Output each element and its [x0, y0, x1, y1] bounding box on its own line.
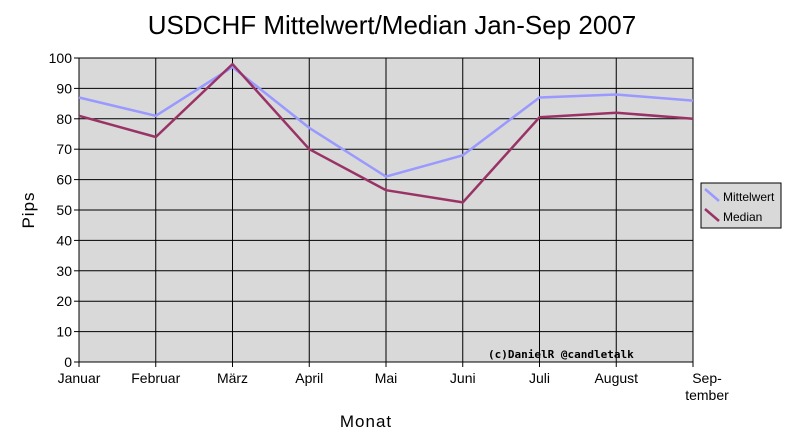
y-tick-label: 70 — [56, 141, 72, 157]
y-tick-label: 10 — [56, 324, 72, 340]
x-tick-label: Juli — [529, 370, 550, 386]
y-tick-label: 90 — [56, 80, 72, 96]
chart-title: USDCHF Mittelwert/Median Jan-Sep 2007 — [148, 10, 636, 40]
y-tick-label: 20 — [56, 293, 72, 309]
series-lines — [78, 62, 694, 204]
x-axis-label: Monat — [340, 412, 392, 431]
x-axis-ticks: Januar Februar März April Mai Juni Juli August S… — [58, 362, 729, 403]
x-tick-label: März — [217, 370, 248, 386]
x-tick-label: Sep-tember — [685, 370, 729, 403]
gridlines — [79, 57, 693, 363]
y-axis-label: Pips — [19, 191, 38, 228]
y-tick-label: 30 — [56, 263, 72, 279]
y-axis-ticks: 0 10 20 30 40 50 60 70 80 90 100 — [49, 50, 79, 370]
legend-label: Median — [723, 210, 762, 224]
y-tick-label: 100 — [49, 50, 73, 66]
x-tick-label: Mai — [375, 370, 398, 386]
legend-swatch — [704, 208, 720, 222]
legend-box — [700, 182, 782, 229]
legend-label: Mittelwert — [723, 190, 775, 204]
legend-swatch — [704, 188, 720, 202]
x-tick-label: Juni — [450, 370, 476, 386]
y-tick-label: 0 — [64, 354, 72, 370]
x-tick-label: Januar — [58, 370, 101, 386]
x-tick-label: Februar — [131, 370, 180, 386]
y-tick-label: 60 — [56, 172, 72, 188]
y-tick-label: 40 — [56, 232, 72, 248]
legend: Mittelwert Median — [700, 182, 782, 229]
x-tick-label: August — [594, 370, 638, 386]
x-tick-label: April — [295, 370, 323, 386]
y-tick-label: 50 — [56, 202, 72, 218]
y-tick-label: 80 — [56, 111, 72, 127]
watermark-annotation: (c)DanielR @candletalk — [488, 348, 634, 361]
